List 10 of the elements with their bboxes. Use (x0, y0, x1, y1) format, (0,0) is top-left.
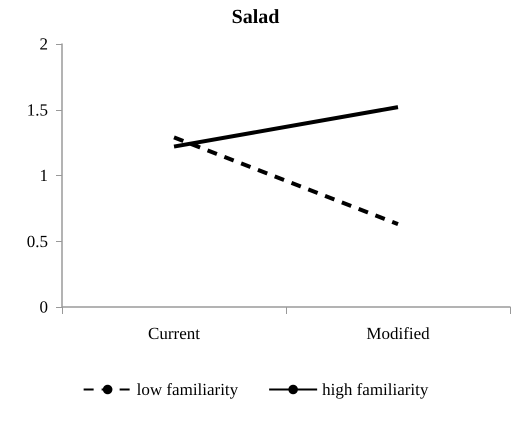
x-tick-label: Modified (366, 324, 430, 343)
y-tick-label: 0.5 (26, 232, 48, 251)
y-tick-label: 0 (40, 298, 48, 316)
y-tick-label: 1.5 (26, 100, 48, 120)
x-tick-label: Current (148, 324, 200, 343)
legend-label: high familiarity (322, 380, 429, 399)
chart-title: Salad (232, 6, 280, 28)
legend-label: low familiarity (136, 380, 239, 399)
y-tick-label: 2 (40, 34, 48, 54)
y-tick-label: 1 (40, 166, 48, 185)
